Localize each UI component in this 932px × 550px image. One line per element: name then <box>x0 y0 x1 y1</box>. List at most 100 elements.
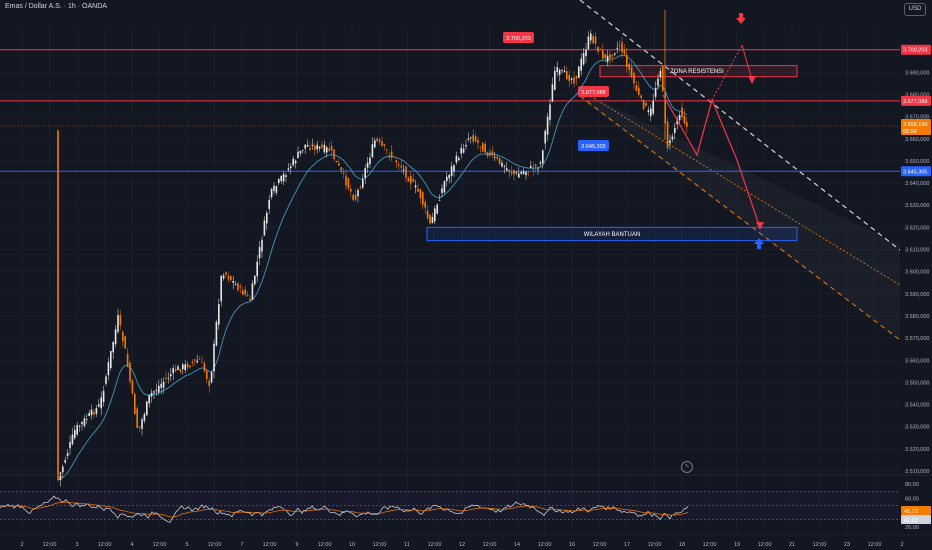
candle-body <box>323 144 326 153</box>
price-axis[interactable]: 3.700,0003.690,0003.680,0003.670,0003.66… <box>900 0 932 550</box>
price-tick-label: 3.660,000 <box>905 137 929 143</box>
candle-body <box>395 160 398 163</box>
candle-body <box>122 331 124 342</box>
candle-body <box>450 166 453 176</box>
candle-body <box>472 135 474 142</box>
candle-body <box>148 394 150 404</box>
candle-body <box>407 177 410 182</box>
candle-body <box>587 36 590 49</box>
candle-body <box>474 136 477 142</box>
candle-body <box>386 149 388 151</box>
level-callout: 3.677,088 <box>581 90 605 96</box>
candle-body <box>354 194 357 200</box>
candle-body <box>563 70 566 73</box>
candle-body <box>198 358 201 360</box>
zone-box[interactable] <box>426 226 798 242</box>
time-tick-label: 12:00 <box>703 542 717 548</box>
candle-body <box>486 152 489 157</box>
candle-body <box>443 181 446 193</box>
candle-body <box>232 281 234 283</box>
time-tick-label: 12:00 <box>758 542 772 548</box>
candle-body <box>374 140 376 148</box>
candle-body <box>422 192 424 205</box>
price-tick-label: 3.580,000 <box>905 314 929 320</box>
candle-body <box>594 36 597 44</box>
time-axis[interactable]: 2 12:00 3 12:00 4 12:00 5 12:00 7 12:00 9 12:00 10 12… <box>0 534 932 548</box>
rsi-ma-line <box>0 501 689 518</box>
candle-body <box>112 341 114 353</box>
candle-body <box>114 329 117 345</box>
candle-body <box>467 138 470 140</box>
candle-body <box>102 391 105 403</box>
moving-average-line <box>57 54 688 481</box>
candle-body <box>414 185 417 188</box>
candle-body <box>628 64 630 70</box>
price-tick-label: 3.610,000 <box>905 248 929 254</box>
time-tick-label: 19 <box>734 542 740 548</box>
candle-body <box>273 185 275 191</box>
candle-body <box>294 160 297 164</box>
candle-body <box>71 434 74 445</box>
candle-body <box>645 102 647 106</box>
candle-body <box>256 261 258 277</box>
time-tick-label: 23 <box>844 542 850 548</box>
chart-grid <box>0 28 903 535</box>
candle-body <box>424 201 426 208</box>
candle-body <box>153 391 155 393</box>
currency-button[interactable]: USD <box>904 3 926 16</box>
candle-body <box>143 414 146 421</box>
time-tick-label: 21 <box>789 542 795 548</box>
tradingview-logo-icon: ✎ <box>681 461 693 473</box>
time-tick-label: 12:00 <box>318 542 332 548</box>
price-zones[interactable]: ZONA RESISTENSI WILAYAH BANTUAN <box>426 65 798 242</box>
candle-body <box>597 46 599 52</box>
candle-body <box>201 361 203 363</box>
candle-body <box>131 380 134 394</box>
rsi-line <box>0 495 689 523</box>
time-tick-label: 2 <box>20 542 23 548</box>
candle-body <box>652 100 654 114</box>
zone-label: WILAYAH BANTUAN <box>584 232 640 238</box>
time-tick-label: 3 <box>75 542 78 548</box>
candle-body <box>546 116 549 135</box>
candle-body <box>659 70 662 78</box>
candle-body <box>405 166 407 178</box>
candle-body <box>606 55 609 63</box>
horizontal-levels[interactable]: 3.700,203 3.677,088 3.645,305 <box>0 32 900 172</box>
candle-body <box>539 162 542 164</box>
candle-body <box>438 199 441 201</box>
candle-body <box>410 175 412 184</box>
candle-body <box>138 426 141 428</box>
time-tick-label: 12:00 <box>868 542 882 548</box>
countdown-label: 55:59 <box>903 129 917 135</box>
candle-body <box>261 239 263 252</box>
candle-body <box>311 144 314 146</box>
candle-body <box>244 289 246 295</box>
candle-body <box>186 363 189 368</box>
time-tick-label: 12:00 <box>373 542 387 548</box>
candle-body <box>676 119 678 125</box>
candle-body <box>119 315 122 326</box>
candle-body <box>150 392 153 397</box>
candle-body <box>191 362 194 363</box>
price-tick-label: 3.530,000 <box>905 425 929 431</box>
candle-body <box>237 283 239 291</box>
candle-body <box>297 151 299 159</box>
candle-body <box>95 408 98 414</box>
candle-body <box>515 172 518 174</box>
candle-body <box>549 104 551 120</box>
level-price-tag: 3.677,088 <box>903 99 927 105</box>
candle-body <box>491 151 494 156</box>
candle-body <box>419 189 422 199</box>
candle-body <box>599 49 602 50</box>
candle-body <box>534 164 537 167</box>
candle-body <box>321 144 323 148</box>
candle-body <box>309 147 311 150</box>
candle-body <box>328 148 330 151</box>
candle-body <box>522 171 525 174</box>
zone-box[interactable] <box>599 65 798 78</box>
candle-body <box>292 158 294 166</box>
time-tick-label: 5 <box>185 542 188 548</box>
candle-body <box>330 145 333 151</box>
